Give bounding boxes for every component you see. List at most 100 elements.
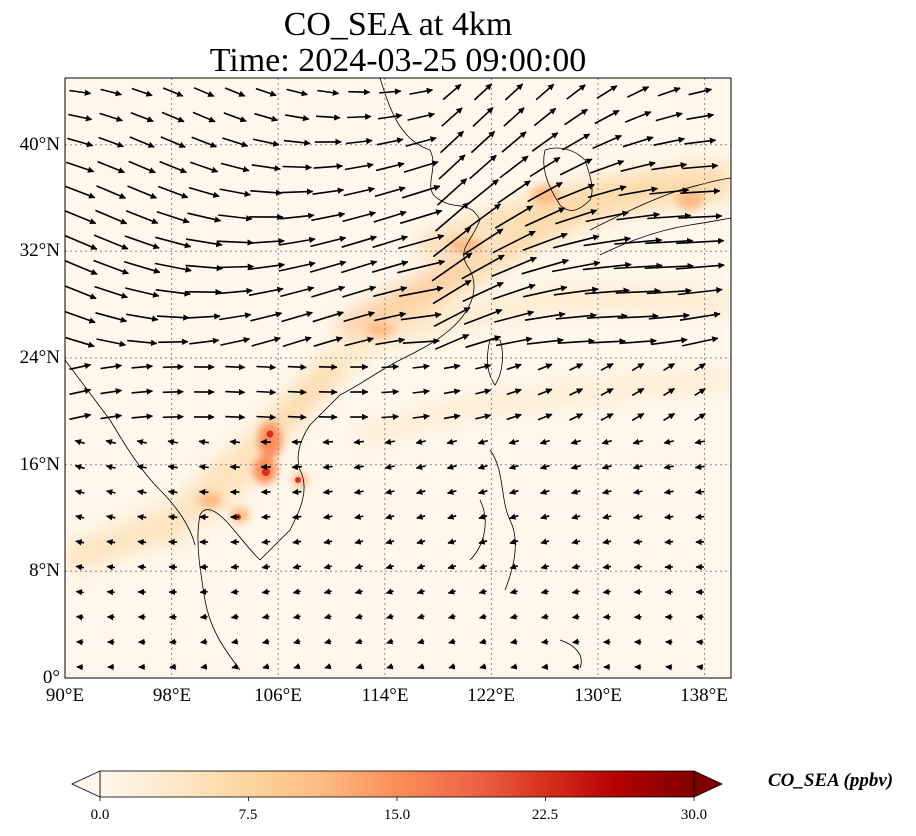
wind-arrow <box>342 285 377 298</box>
wind-arrow <box>127 185 158 199</box>
wind-arrow <box>94 285 129 299</box>
wind-arrow <box>416 538 426 545</box>
wind-arrow <box>478 613 487 620</box>
wind-arrow <box>446 463 457 470</box>
wind-arrow <box>99 112 124 122</box>
wind-arrow <box>292 538 302 545</box>
wind-arrow <box>381 388 400 396</box>
wind-arrow <box>463 308 503 325</box>
wind-arrow <box>570 463 581 470</box>
wind-arrow <box>136 489 147 496</box>
wind-arrow <box>664 513 674 520</box>
wind-arrow <box>385 538 395 545</box>
wind-arrow <box>631 412 645 422</box>
wind-arrow <box>615 287 661 295</box>
wind-arrow <box>75 514 85 521</box>
wind-arrow <box>555 209 598 225</box>
wind-arrow <box>613 262 663 270</box>
wind-arrow <box>386 663 394 670</box>
wind-arrow <box>384 463 395 470</box>
wind-arrow <box>68 113 93 122</box>
wind-arrow <box>313 163 344 170</box>
wind-arrow <box>131 413 154 420</box>
wind-arrow <box>278 236 316 246</box>
wind-arrow <box>293 663 301 670</box>
wind-arrow <box>694 463 705 471</box>
wind-arrow <box>665 664 673 671</box>
wind-arrow <box>524 207 566 227</box>
wind-arrow <box>216 239 254 246</box>
wind-arrow <box>200 638 208 645</box>
wind-arrow <box>282 336 312 348</box>
colorbar-tick-label: 22.5 <box>531 807 559 823</box>
lon-tick-label: 138°E <box>680 685 728 706</box>
wind-arrow <box>162 413 184 421</box>
wind-arrow <box>285 114 310 122</box>
colorbar-tick-label: 15.0 <box>383 807 411 823</box>
wind-arrow <box>106 564 116 571</box>
wind-arrow <box>412 413 430 420</box>
lat-tick-label: 0° <box>42 667 60 688</box>
wind-arrow <box>495 336 533 347</box>
wind-arrow <box>566 84 586 100</box>
colorbar-label: CO_SEA (ppbv) <box>768 770 894 791</box>
wind-arrow <box>506 413 522 421</box>
wind-arrow <box>251 164 281 172</box>
wind-arrow <box>354 538 364 545</box>
wind-arrow <box>586 313 628 320</box>
wind-arrow <box>462 281 504 303</box>
wind-arrow <box>526 337 564 345</box>
wind-arrow <box>686 112 715 121</box>
wind-arrow <box>123 260 161 274</box>
wind-arrow <box>385 563 395 570</box>
wind-arrow <box>434 334 470 350</box>
wind-arrow <box>479 638 487 645</box>
wind-arrow <box>100 88 123 97</box>
wind-arrow <box>494 205 534 229</box>
wind-arrow <box>499 155 529 179</box>
wind-arrow <box>137 514 147 521</box>
wind-arrow <box>287 413 307 421</box>
wind-arrow <box>154 262 192 273</box>
wind-arrow <box>602 513 612 520</box>
wind-arrow <box>323 588 332 595</box>
wind-arrow <box>312 310 344 323</box>
wind-arrow <box>477 488 488 495</box>
wind-arrow <box>417 663 425 670</box>
wind-arrow <box>256 414 277 421</box>
wind-arrow <box>230 563 239 570</box>
wind-arrow <box>125 287 160 298</box>
wind-arrow <box>590 159 625 174</box>
wind-arrow <box>282 164 313 171</box>
wind-arrow <box>162 388 184 396</box>
wind-arrow <box>373 210 407 223</box>
wind-arrow <box>323 613 332 620</box>
wind-arrow <box>322 438 334 446</box>
lat-tick-label: 8°N <box>29 560 60 581</box>
wind-arrow <box>225 363 246 371</box>
wind-arrow <box>509 538 519 545</box>
wind-arrow <box>508 438 520 445</box>
wind-arrow <box>262 663 270 670</box>
wind-arrow <box>158 338 189 346</box>
wind-arrow <box>312 187 345 195</box>
wind-arrow <box>462 228 504 256</box>
wind-arrow <box>415 463 426 470</box>
wind-arrow <box>510 663 518 670</box>
wind-arrow <box>651 162 688 171</box>
wind-arrow <box>663 412 676 422</box>
wind-arrow <box>397 259 446 274</box>
wind-arrow <box>250 189 283 196</box>
wind-arrow <box>292 513 302 520</box>
wind-arrow <box>69 412 92 421</box>
wind-arrow <box>632 438 644 445</box>
wind-arrow <box>218 214 253 222</box>
wind-arrow <box>478 513 488 520</box>
wind-arrow <box>431 252 473 282</box>
lat-tick-label: 32°N <box>19 240 60 261</box>
wind-arrow <box>280 212 315 220</box>
lon-tick-label: 106°E <box>254 685 302 706</box>
wind-arrow <box>631 387 645 397</box>
wind-arrow <box>250 311 283 322</box>
wind-arrow <box>105 464 116 471</box>
